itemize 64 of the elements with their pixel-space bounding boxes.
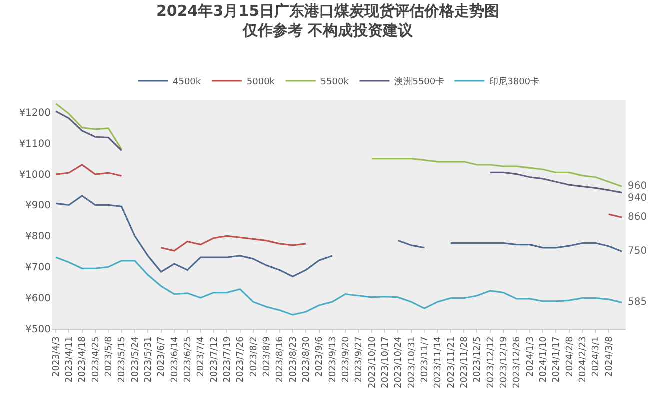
x-tick-label: 2023/11/28 bbox=[460, 336, 470, 388]
data-label: 860 bbox=[628, 212, 648, 223]
chart-subtitle: 仅作参考 不构成投资建议 bbox=[242, 22, 414, 40]
x-tick-label: 2023/10/17 bbox=[381, 336, 392, 388]
x-tick-label: 2023/8/16 bbox=[276, 336, 286, 383]
x-tick-label: 2023/4/18 bbox=[78, 336, 88, 383]
x-tick-label: 2023/5/31 bbox=[144, 336, 154, 383]
x-tick-label: 2024/3/8 bbox=[604, 336, 615, 378]
x-tick-label: 2023/9/13 bbox=[328, 336, 338, 383]
x-tick-label: 2024/2/8 bbox=[565, 336, 576, 378]
x-tick-label: 2023/11/7 bbox=[420, 336, 430, 383]
x-tick-label: 2023/5/15 bbox=[118, 336, 128, 383]
x-tick-label: 2023/9/6 bbox=[315, 336, 326, 378]
x-tick-label: 2023/6/7 bbox=[157, 336, 168, 378]
data-label: 585 bbox=[628, 297, 648, 308]
x-tick-label: 2023/11/14 bbox=[434, 336, 444, 388]
x-tick-label: 2023/8/9 bbox=[262, 336, 273, 378]
x-tick-label: 2023/8/2 bbox=[249, 336, 260, 378]
x-tick-label: 2024/2/23 bbox=[578, 336, 588, 383]
x-tick-label: 2023/10/31 bbox=[407, 336, 418, 388]
x-tick-label: 2023/7/26 bbox=[236, 336, 246, 383]
data-label: 960 bbox=[628, 181, 648, 192]
x-tick-label: 2024/1/10 bbox=[538, 336, 549, 383]
legend-label: 5500k bbox=[320, 77, 350, 88]
y-tick-label: ¥500 bbox=[26, 324, 51, 336]
x-tick-label: 2023/12/19 bbox=[499, 336, 510, 388]
legend-label: 4500k bbox=[173, 77, 202, 88]
x-tick-label: 2023/9/20 bbox=[342, 336, 352, 383]
data-label: 940 bbox=[628, 193, 648, 204]
x-tick-label: 2023/4/25 bbox=[91, 336, 102, 383]
x-tick-label: 2024/1/17 bbox=[552, 336, 562, 383]
x-tick-label: 2023/5/8 bbox=[104, 336, 115, 378]
x-tick-label: 2024/1/3 bbox=[526, 336, 536, 378]
legend-label: 印尼3800卡 bbox=[490, 76, 540, 88]
x-tick-label: 2023/8/30 bbox=[302, 336, 312, 383]
x-tick-label: 2023/4/3 bbox=[52, 336, 62, 378]
x-tick-label: 2024/3/1 bbox=[592, 336, 602, 378]
y-tick-label: ¥600 bbox=[26, 294, 51, 305]
y-tick-label: ¥1100 bbox=[19, 138, 51, 150]
x-tick-label: 2023/7/12 bbox=[210, 336, 220, 383]
x-tick-label: 2023/5/24 bbox=[130, 336, 141, 383]
y-tick-label: ¥700 bbox=[26, 262, 51, 274]
x-tick-label: 2023/6/14 bbox=[170, 336, 180, 383]
x-tick-label: 2023/4/11 bbox=[65, 336, 76, 383]
data-label: 750 bbox=[628, 246, 648, 257]
y-tick-label: ¥1200 bbox=[19, 108, 51, 119]
x-tick-label: 2023/10/10 bbox=[368, 336, 378, 388]
chart-title: 2024年3月15日广东港口煤炭现货评估价格走势图 bbox=[156, 2, 500, 20]
line-series bbox=[55, 256, 623, 316]
y-tick-label: ¥1000 bbox=[19, 170, 51, 181]
x-tick-label: 2023/9/27 bbox=[354, 336, 365, 383]
x-tick-label: 2023/10/24 bbox=[394, 336, 404, 388]
x-tick-label: 2023/12/5 bbox=[473, 336, 484, 383]
x-tick-label: 2023/7/4 bbox=[196, 336, 207, 378]
x-tick-label: 2023/7/19 bbox=[223, 336, 234, 383]
y-tick-label: ¥800 bbox=[26, 232, 51, 243]
x-tick-label: 2023/11/21 bbox=[446, 336, 457, 388]
x-tick-label: 2023/12/12 bbox=[486, 336, 496, 388]
x-tick-label: 2023/12/26 bbox=[512, 336, 523, 388]
legend-label: 澳洲5500卡 bbox=[394, 76, 445, 88]
legend-label: 5000k bbox=[246, 77, 276, 88]
x-tick-label: 2023/6/25 bbox=[184, 336, 194, 383]
y-tick-label: ¥900 bbox=[26, 200, 51, 212]
x-tick-label: 2023/8/23 bbox=[288, 336, 299, 383]
